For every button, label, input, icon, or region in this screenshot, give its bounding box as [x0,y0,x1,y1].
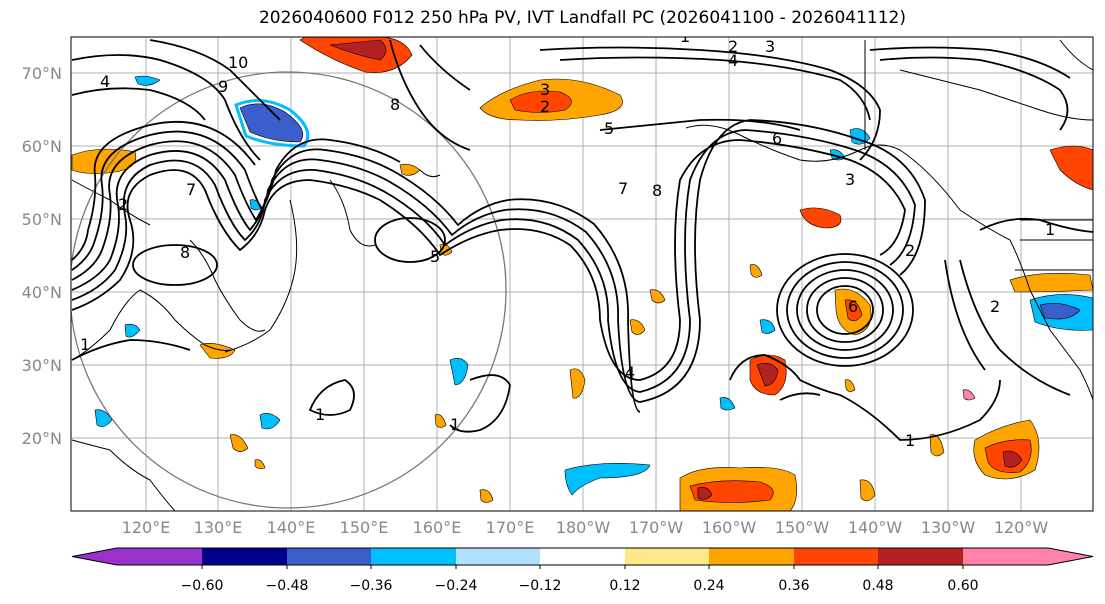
colorbar-segment [878,548,963,565]
colorbar-tick-label: 0.60 [947,578,978,594]
lon-label: 120°W [994,518,1049,537]
lon-label: 170°E [486,518,535,537]
lat-label: 50°N [22,210,62,229]
colorbar-tick-label: −0.24 [435,578,478,594]
contour-label: 6 [772,129,782,148]
map-title: 2026040600 F012 250 hPa PV, IVT Landfall… [258,8,906,28]
colorbar-tick-label: −0.60 [181,578,224,594]
lat-label: 60°N [22,137,62,156]
contour-label: 9 [218,77,228,96]
lat-label: 30°N [22,356,62,375]
contour-label: 1 [905,431,915,450]
colorbar-segment [540,548,625,565]
colorbar-segment [202,548,287,565]
latitude-labels: 70°N 60°N 50°N 40°N 30°N 20°N [22,64,62,448]
contour-labels: 10 9 4 8 7 2 8 1 3 2 5 3 2 4 6 8 7 5 6 1… [80,27,1055,450]
contour-label: 7 [618,179,628,198]
contour-label: 1 [1045,220,1055,239]
contour-label: 4 [625,363,635,382]
lon-label: 150°E [340,518,389,537]
contour-label: 1 [450,415,460,434]
great-circle [71,71,507,509]
contour-label: 1 [315,405,325,424]
colorbar-segment [794,548,878,565]
colorbar-tick-label: 0.48 [862,578,893,594]
contour-label: 7 [186,180,196,199]
colorbar-segment [117,548,202,565]
contour-label: 8 [652,181,662,200]
contour-label: 3 [540,80,550,99]
lon-label: 140°W [848,518,903,537]
colorbar-segment [456,548,540,565]
colorbar-tick-label: −0.36 [350,578,393,594]
lon-label: 180°W [556,518,611,537]
lat-label: 40°N [22,283,62,302]
lon-label: 160°W [702,518,757,537]
contour-label: 8 [390,95,400,114]
colorbar [71,547,1094,569]
contour-label: 2 [540,97,550,116]
contour-label: 6 [848,297,858,316]
contour-label: 10 [228,53,248,72]
lon-label: 120°E [122,518,171,537]
contour-label: 2 [905,241,915,260]
lon-label: 150°W [775,518,830,537]
contour-label: 2 [990,297,1000,316]
graticule [71,37,1093,511]
contour-label: 1 [80,335,90,354]
pc-shading [71,37,1093,511]
contour-label: 5 [604,119,614,138]
lon-label: 140°E [267,518,316,537]
contour-label: 2 [728,37,738,56]
contour-label: 1 [680,27,690,46]
lon-label: 160°E [413,518,462,537]
contour-label: 4 [100,72,110,91]
colorbar-extend-min [72,548,117,565]
colorbar-tick-label: 0.24 [693,578,724,594]
contour-label: 2 [118,195,128,214]
colorbar-extend-max [1048,548,1093,565]
lon-label: 170°W [629,518,684,537]
lat-label: 20°N [22,429,62,448]
colorbar-segment [371,548,456,565]
colorbar-segment [709,548,794,565]
lat-label: 70°N [22,64,62,83]
contour-label: 3 [765,37,775,56]
colorbar-segment [287,548,371,565]
contour-label: 5 [430,247,440,266]
lon-label: 130°E [194,518,243,537]
contour-label: 3 [845,170,855,189]
colorbar-segment [625,548,709,565]
colorbar-tick-label: −0.48 [266,578,309,594]
colorbar-tick-label: −0.12 [519,578,562,594]
map-border [70,36,1094,512]
colorbar-tick-label: 0.12 [609,578,640,594]
colorbar-outline [71,547,1094,566]
contour-label: 4 [728,51,738,70]
colorbar-tick-label: 0.36 [778,578,809,594]
pv-contours [71,39,1093,441]
longitude-labels: 120°E 130°E 140°E 150°E 160°E 170°E 180°… [122,518,1049,537]
colorbar-segment [963,548,1048,565]
contour-label: 8 [180,243,190,262]
lon-label: 130°W [921,518,976,537]
colorbar-labels: −0.60 −0.48 −0.36 −0.24 −0.12 0.12 0.24 … [181,578,979,594]
